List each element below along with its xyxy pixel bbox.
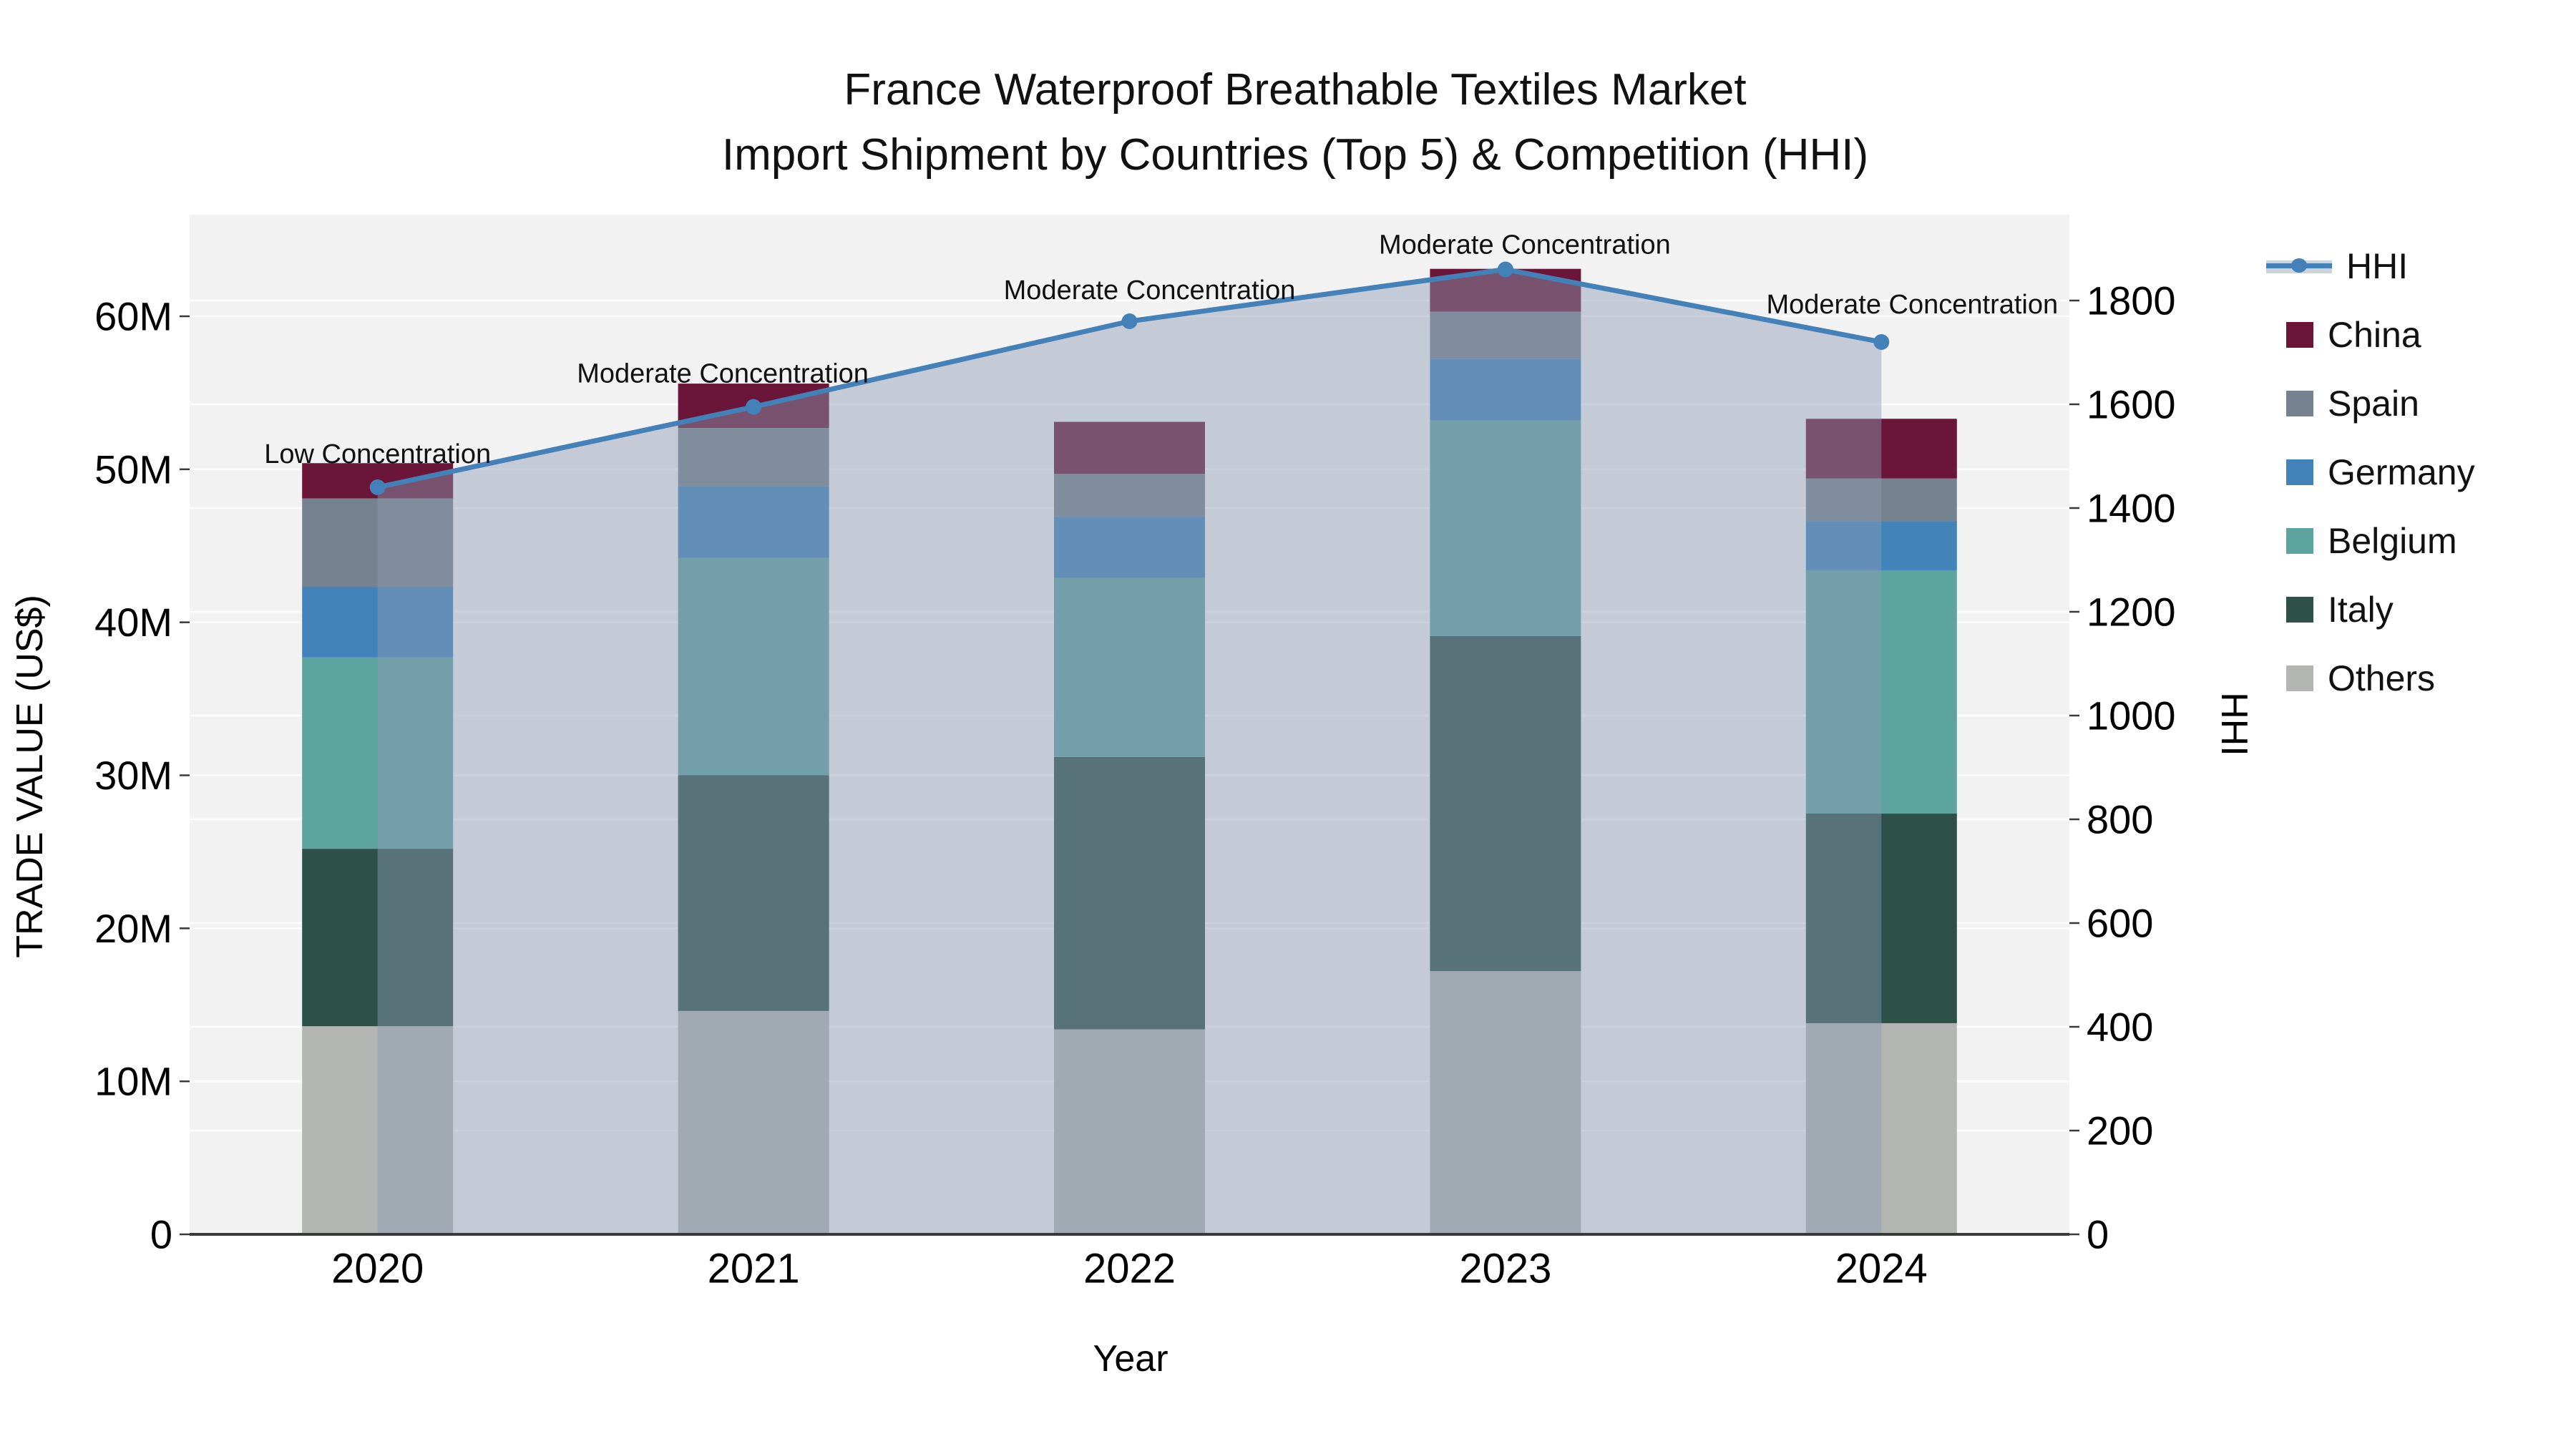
bar-segment-spain-2022 — [1054, 474, 1205, 517]
annotation-2024: Moderate Concentration — [1766, 290, 2058, 320]
hhi-marker-dot-icon — [2291, 258, 2307, 273]
legend-swatch-belgium — [2286, 528, 2313, 554]
bar-segment-belgium-2021 — [678, 557, 829, 776]
legend-item-spain: Spain — [2265, 369, 2475, 438]
left-tick-label: 40M — [94, 600, 172, 645]
legend-swatch-others — [2286, 665, 2313, 691]
legend-item-belgium: Belgium — [2265, 507, 2475, 575]
bar-segment-others-2023 — [1430, 971, 1581, 1234]
bar-segment-others-2022 — [1054, 1029, 1205, 1234]
bar-segment-spain-2020 — [302, 498, 454, 587]
bar-segment-spain-2024 — [1805, 478, 1957, 522]
hhi-area-fill — [377, 269, 1882, 1234]
x-axis-title: Year — [1093, 1338, 1168, 1380]
annotation-2022: Moderate Concentration — [1004, 275, 1296, 306]
legend-label-others: Others — [2328, 658, 2436, 698]
left-tick-label: 20M — [94, 906, 172, 951]
bar-segment-germany-2023 — [1430, 358, 1581, 421]
right-tick-label: 1400 — [2087, 486, 2176, 531]
right-tick-label: 400 — [2087, 1005, 2153, 1050]
bar-segment-spain-2021 — [678, 428, 829, 487]
hhi-marker-2024 — [1873, 334, 1890, 350]
bar-segment-spain-2023 — [1430, 311, 1581, 359]
left-tick-label: 10M — [94, 1059, 172, 1104]
x-tick-label: 2022 — [1083, 1246, 1176, 1292]
legend-label-belgium: Belgium — [2328, 521, 2457, 561]
bar-segment-italy-2020 — [302, 849, 454, 1027]
legend: HHI China Spain Germany Belgium Italy Others — [2265, 232, 2475, 713]
right-tick-label: 0 — [2087, 1212, 2109, 1257]
legend-swatch-spain — [2286, 391, 2313, 416]
hhi-line-icon — [2266, 257, 2332, 275]
right-tick-label: 600 — [2087, 901, 2153, 946]
bar-segment-germany-2024 — [1805, 521, 1957, 570]
x-tick-label: 2020 — [331, 1246, 424, 1292]
bar-segment-germany-2022 — [1054, 517, 1205, 578]
bar-segment-belgium-2024 — [1805, 570, 1957, 814]
y-axis-title-left: TRADE VALUE (US$) — [9, 595, 51, 958]
chart-title-line2: Import Shipment by Countries (Top 5) & C… — [721, 130, 1869, 180]
bar-segment-italy-2023 — [1430, 635, 1581, 972]
x-tick-label: 2021 — [708, 1246, 800, 1292]
legend-swatch-italy — [2286, 597, 2313, 623]
legend-item-others: Others — [2265, 644, 2475, 713]
hhi-marker-2021 — [746, 399, 762, 415]
chart-title-line1: France Waterproof Breathable Textiles Ma… — [844, 65, 1747, 114]
x-tick-label: 2024 — [1835, 1246, 1928, 1292]
y-axis-title-right: HHI — [2213, 692, 2255, 756]
bar-segment-china-2024 — [1805, 419, 1957, 479]
bar-segment-germany-2020 — [302, 587, 454, 658]
right-tick-label: 1800 — [2087, 278, 2176, 323]
left-tick-label: 30M — [94, 753, 172, 798]
legend-label-germany: Germany — [2328, 452, 2475, 492]
legend-item-germany: Germany — [2265, 438, 2475, 507]
annotation-2021: Moderate Concentration — [577, 359, 869, 389]
bar-segment-others-2021 — [678, 1010, 829, 1234]
legend-label-china: China — [2328, 315, 2421, 355]
right-tick-label: 200 — [2087, 1108, 2153, 1153]
bar-segment-italy-2021 — [678, 775, 829, 1011]
bar-segment-italy-2024 — [1805, 813, 1957, 1023]
hhi-marker-2020 — [369, 479, 386, 495]
legend-label-italy: Italy — [2328, 590, 2394, 630]
bar-segment-belgium-2020 — [302, 657, 454, 849]
right-tick-label: 1600 — [2087, 382, 2176, 427]
legend-label-spain: Spain — [2328, 384, 2419, 424]
right-tick-label: 1000 — [2087, 693, 2176, 738]
right-tick-label: 800 — [2087, 797, 2153, 842]
bar-segment-china-2022 — [1054, 421, 1205, 474]
legend-label-hhi: HHI — [2346, 246, 2409, 286]
right-tick-label: 1200 — [2087, 590, 2176, 635]
bar-segment-germany-2021 — [678, 486, 829, 558]
bar-segment-others-2024 — [1805, 1023, 1957, 1234]
bar-segment-belgium-2022 — [1054, 577, 1205, 757]
hhi-marker-2023 — [1497, 261, 1513, 278]
legend-item-italy: Italy — [2265, 575, 2475, 644]
left-tick-label: 0 — [150, 1212, 172, 1257]
annotation-2020: Low Concentration — [264, 439, 491, 469]
legend-swatch-china — [2286, 322, 2313, 348]
x-tick-label: 2023 — [1459, 1246, 1551, 1292]
hhi-marker-2022 — [1121, 313, 1138, 329]
annotation-2023: Moderate Concentration — [1379, 230, 1671, 260]
bar-segment-italy-2022 — [1054, 756, 1205, 1030]
legend-item-china: China — [2265, 301, 2475, 369]
left-tick-label: 50M — [94, 447, 172, 492]
legend-swatch-germany — [2286, 459, 2313, 485]
bar-segment-belgium-2023 — [1430, 420, 1581, 636]
legend-item-hhi: HHI — [2265, 232, 2475, 301]
left-tick-label: 60M — [94, 294, 172, 339]
bar-segment-others-2020 — [302, 1026, 454, 1234]
